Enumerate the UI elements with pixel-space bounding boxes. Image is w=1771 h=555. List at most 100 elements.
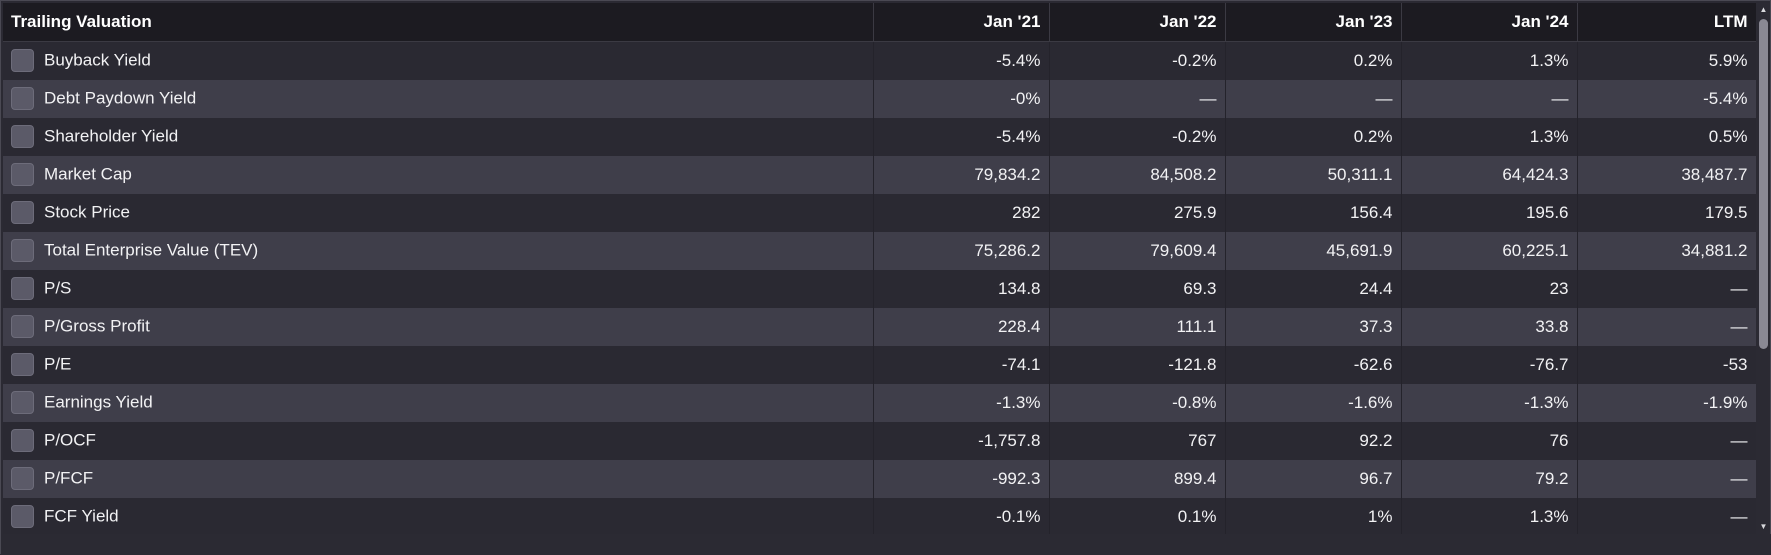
triangle-down-icon[interactable]: ▼ <box>1759 522 1768 531</box>
table-row: Total Enterprise Value (TEV) 75,286.2 79,6… <box>3 231 1756 270</box>
column-header[interactable]: LTM <box>1577 3 1756 42</box>
value-cell: 38,487.7 <box>1577 155 1756 194</box>
value-cell: 1% <box>1225 497 1402 534</box>
value-cell: — <box>1577 307 1756 346</box>
checkbox-icon[interactable] <box>11 353 34 376</box>
table-row: Buyback Yield -5.4% -0.2% 0.2% 1.3% 5.9% <box>3 41 1756 80</box>
row-label-cell: Total Enterprise Value (TEV) <box>3 231 874 270</box>
checkbox-icon[interactable] <box>11 239 34 262</box>
checkbox-icon[interactable] <box>11 87 34 110</box>
value-cell: 24.4 <box>1225 269 1402 308</box>
value-cell: -1.9% <box>1577 383 1756 422</box>
value-cell: 0.2% <box>1225 41 1402 80</box>
value-cell: -74.1 <box>873 345 1050 384</box>
value-cell: -0.2% <box>1049 117 1226 156</box>
row-label-cell: P/E <box>3 345 874 384</box>
value-cell: 0.2% <box>1225 117 1402 156</box>
trailing-valuation-table: Trailing Valuation Jan '21 Jan '22 Jan '… <box>3 3 1756 534</box>
value-cell: — <box>1577 421 1756 460</box>
checkbox-icon[interactable] <box>11 315 34 338</box>
row-label: Market Cap <box>44 164 132 184</box>
value-cell: 1.3% <box>1401 41 1578 80</box>
column-header[interactable]: Jan '22 <box>1049 3 1226 42</box>
value-cell: -76.7 <box>1401 345 1578 384</box>
column-header[interactable]: Jan '23 <box>1225 3 1402 42</box>
checkbox-icon[interactable] <box>11 429 34 452</box>
value-cell: 5.9% <box>1577 41 1756 80</box>
row-label: Total Enterprise Value (TEV) <box>44 240 259 260</box>
row-label-cell: P/Gross Profit <box>3 307 874 346</box>
value-cell: — <box>1577 269 1756 308</box>
column-header[interactable]: Jan '21 <box>873 3 1050 42</box>
value-cell: 899.4 <box>1049 459 1226 498</box>
checkbox-icon[interactable] <box>11 467 34 490</box>
value-cell: — <box>1401 79 1578 118</box>
value-cell: 156.4 <box>1225 193 1402 232</box>
value-cell: — <box>1049 79 1226 118</box>
column-header[interactable]: Jan '24 <box>1401 3 1578 42</box>
value-cell: 45,691.9 <box>1225 231 1402 270</box>
row-label-cell: P/FCF <box>3 459 874 498</box>
checkbox-icon[interactable] <box>11 125 34 148</box>
value-cell: 75,286.2 <box>873 231 1050 270</box>
value-cell: 1.3% <box>1401 497 1578 534</box>
value-cell: 275.9 <box>1049 193 1226 232</box>
checkbox-icon[interactable] <box>11 505 34 528</box>
row-label: P/FCF <box>44 468 94 488</box>
table-row: Shareholder Yield -5.4% -0.2% 0.2% 1.3% 0.5% <box>3 117 1756 156</box>
value-cell: 37.3 <box>1225 307 1402 346</box>
value-cell: — <box>1577 497 1756 534</box>
value-cell: 179.5 <box>1577 193 1756 232</box>
value-cell: -0% <box>873 79 1050 118</box>
checkbox-icon[interactable] <box>11 391 34 414</box>
value-cell: -992.3 <box>873 459 1050 498</box>
value-cell: -121.8 <box>1049 345 1226 384</box>
row-label: Shareholder Yield <box>44 126 179 146</box>
row-label-cell: P/S <box>3 269 874 308</box>
value-cell: 767 <box>1049 421 1226 460</box>
checkbox-icon[interactable] <box>11 163 34 186</box>
table-row: Earnings Yield -1.3% -0.8% -1.6% -1.3% -1.9% <box>3 383 1756 422</box>
row-label: P/S <box>44 278 72 298</box>
checkbox-icon[interactable] <box>11 277 34 300</box>
value-cell: 76 <box>1401 421 1578 460</box>
value-cell: 64,424.3 <box>1401 155 1578 194</box>
table-row: Stock Price 282 275.9 156.4 195.6 179.5 <box>3 193 1756 232</box>
table-row: P/OCF -1,757.8 767 92.2 76— <box>3 421 1756 460</box>
row-label: Stock Price <box>44 202 130 222</box>
row-label-cell: Earnings Yield <box>3 383 874 422</box>
value-cell: 33.8 <box>1401 307 1578 346</box>
row-label-cell: Buyback Yield <box>3 41 874 80</box>
row-label: P/E <box>44 354 72 374</box>
row-label-cell: Shareholder Yield <box>3 117 874 156</box>
value-cell: 134.8 <box>873 269 1050 308</box>
value-cell: 92.2 <box>1225 421 1402 460</box>
checkbox-icon[interactable] <box>11 201 34 224</box>
value-cell: — <box>1577 459 1756 498</box>
table-title: Trailing Valuation <box>3 3 874 42</box>
table-body: Buyback Yield -5.4% -0.2% 0.2% 1.3% 5.9% Debt … <box>3 41 1756 534</box>
value-cell: 60,225.1 <box>1401 231 1578 270</box>
table-row: FCF Yield -0.1% 0.1% 1% 1.3% — <box>3 497 1756 534</box>
value-cell: 228.4 <box>873 307 1050 346</box>
triangle-up-icon[interactable]: ▲ <box>1759 5 1768 14</box>
table-viewport: Trailing Valuation Jan '21 Jan '22 Jan '… <box>3 3 1756 534</box>
bottom-strip <box>1 534 1771 555</box>
table-row: P/Gross Profit 228.4 111.1 37.3 33.8— <box>3 307 1756 346</box>
value-cell: 23 <box>1401 269 1578 308</box>
value-cell: 195.6 <box>1401 193 1578 232</box>
value-cell: -5.4% <box>873 117 1050 156</box>
value-cell: 0.5% <box>1577 117 1756 156</box>
value-cell: 282 <box>873 193 1050 232</box>
scroll-thumb[interactable] <box>1759 19 1768 349</box>
vertical-scrollbar[interactable]: ▲ ▼ <box>1757 3 1770 534</box>
value-cell: 84,508.2 <box>1049 155 1226 194</box>
row-label: Earnings Yield <box>44 392 153 412</box>
value-cell: -62.6 <box>1225 345 1402 384</box>
row-label-cell: Debt Paydown Yield <box>3 79 874 118</box>
checkbox-icon[interactable] <box>11 49 34 73</box>
value-cell: 79,834.2 <box>873 155 1050 194</box>
value-cell: — <box>1225 79 1402 118</box>
value-cell: 34,881.2 <box>1577 231 1756 270</box>
value-cell: -1.3% <box>1401 383 1578 422</box>
